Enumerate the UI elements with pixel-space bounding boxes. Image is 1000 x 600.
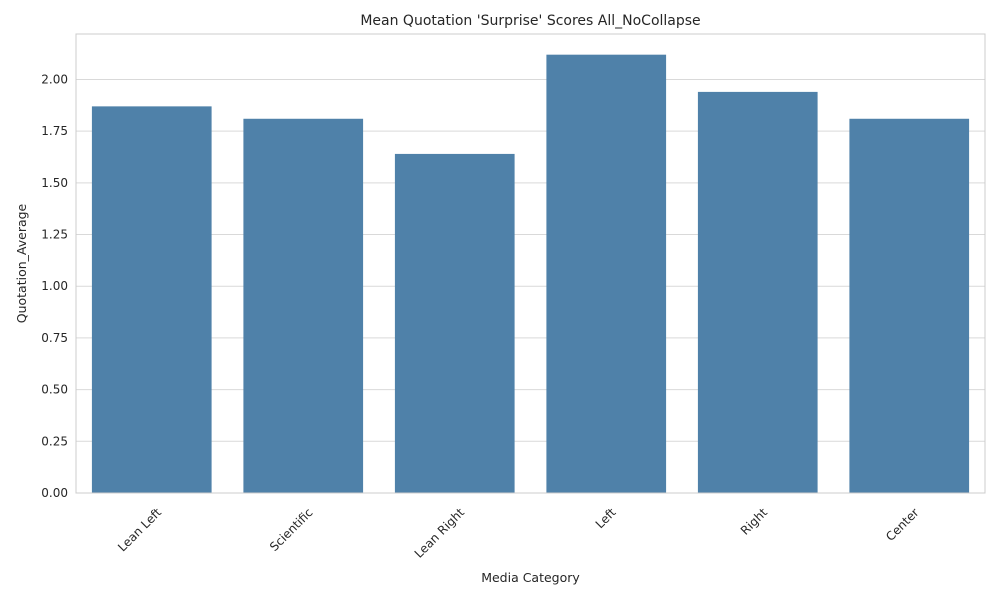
plot-frame [75, 33, 986, 494]
y-tick-label: 0.50 [41, 383, 68, 397]
grid-lines [76, 78, 985, 494]
x-tick-label: Scientific [267, 505, 316, 554]
x-tick-label: Left [593, 505, 619, 531]
x-tick-label: Center [883, 505, 922, 544]
bars [91, 54, 970, 494]
bar [697, 91, 818, 493]
x-tick-label: Lean Left [115, 505, 164, 554]
y-tick-label: 2.00 [41, 72, 68, 86]
y-axis-title: Quotation_Average [14, 203, 29, 323]
y-tick-label: 1.50 [41, 176, 68, 190]
x-tick-labels: Lean Left Scientific Lean Right Left Right Ce… [115, 505, 921, 561]
bar [394, 153, 515, 493]
x-tick-label: Right [738, 505, 770, 537]
bar [546, 54, 667, 494]
y-tick-label: 0.75 [41, 331, 68, 345]
x-tick-label: Lean Right [412, 505, 468, 561]
y-tick-label: 1.25 [41, 228, 68, 242]
y-tick-labels: 0.00 0.25 0.50 0.75 1.00 1.25 1.50 1.75 2.00 [41, 72, 68, 500]
chart-title: Mean Quotation 'Surprise' Scores All_NoC… [360, 13, 700, 29]
bar [243, 118, 364, 494]
y-tick-label: 1.00 [41, 279, 68, 293]
x-axis-title: Media Category [481, 570, 580, 585]
y-tick-label: 0.00 [41, 486, 68, 500]
bar [849, 118, 970, 494]
y-tick-label: 0.25 [41, 434, 68, 448]
bar [91, 106, 212, 493]
y-tick-label: 1.75 [41, 124, 68, 138]
